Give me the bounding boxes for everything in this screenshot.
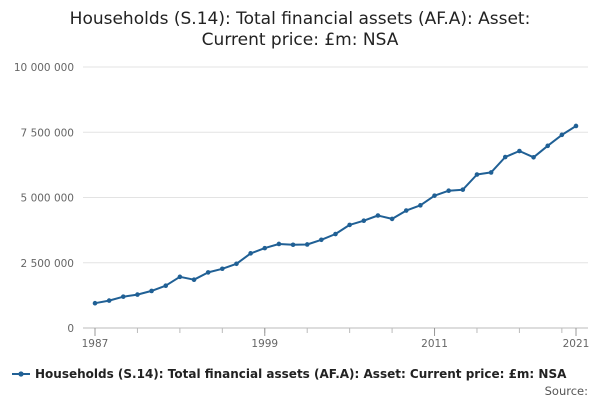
data-point[interactable]: [262, 245, 268, 251]
data-point[interactable]: [191, 277, 197, 283]
gridlines: [83, 66, 588, 264]
data-point[interactable]: [432, 193, 437, 198]
data-point[interactable]: [517, 148, 522, 154]
data-point[interactable]: [333, 231, 338, 237]
data-point[interactable]: [347, 222, 352, 228]
data-point[interactable]: [531, 155, 536, 160]
series-line: [94, 125, 577, 305]
chart-title-line-2: Current price: £m: NSA: [202, 30, 399, 50]
data-point[interactable]: [205, 270, 211, 275]
data-point[interactable]: [375, 213, 381, 218]
chart-title-line-1: Households (S.14): Total financial asset…: [70, 9, 531, 29]
y-tick-label: 0: [67, 323, 74, 335]
data-point[interactable]: [502, 154, 508, 160]
data-point[interactable]: [135, 292, 140, 297]
data-point[interactable]: [460, 187, 466, 192]
y-tick-label: 5 000 000: [21, 193, 74, 205]
data-point[interactable]: [163, 283, 169, 289]
legend-label: Households (S.14): Total financial asset…: [35, 367, 567, 381]
data-point[interactable]: [488, 170, 494, 175]
y-axis: 0 2 500 000 5 000 000 7 500 000 10 000 000: [14, 62, 74, 335]
data-point[interactable]: [446, 188, 451, 194]
x-tick-label: 2011: [421, 338, 448, 350]
legend-marker-icon: [18, 371, 24, 377]
plot-area: [92, 123, 579, 306]
y-tick-label: 10 000 000: [14, 62, 74, 74]
data-point[interactable]: [234, 261, 239, 267]
data-point[interactable]: [149, 288, 154, 294]
data-point[interactable]: [290, 242, 296, 248]
data-point[interactable]: [573, 123, 579, 129]
y-tick-label: 2 500 000: [21, 258, 74, 270]
data-point[interactable]: [319, 237, 324, 243]
x-tick-label: 1987: [82, 338, 109, 350]
data-point[interactable]: [361, 218, 367, 224]
data-point[interactable]: [545, 143, 551, 149]
data-point[interactable]: [389, 216, 395, 222]
data-point[interactable]: [120, 294, 126, 299]
data-point[interactable]: [418, 203, 423, 208]
data-point[interactable]: [403, 208, 409, 213]
x-tick-label: 1999: [251, 338, 278, 350]
data-point[interactable]: [304, 242, 310, 247]
x-tick-label: 2021: [563, 338, 590, 350]
data-point[interactable]: [474, 172, 480, 177]
data-point[interactable]: [92, 300, 98, 306]
source-label: Source:: [545, 384, 588, 398]
data-point[interactable]: [559, 132, 565, 138]
data-point[interactable]: [106, 298, 112, 303]
data-point[interactable]: [248, 251, 253, 256]
data-point[interactable]: [177, 274, 183, 280]
data-point[interactable]: [276, 241, 282, 247]
y-tick-label: 7 500 000: [21, 127, 74, 139]
legend: Households (S.14): Total financial asset…: [12, 367, 567, 381]
x-axis: 1987 1999 2011 2021: [82, 327, 590, 350]
data-point[interactable]: [220, 266, 225, 272]
